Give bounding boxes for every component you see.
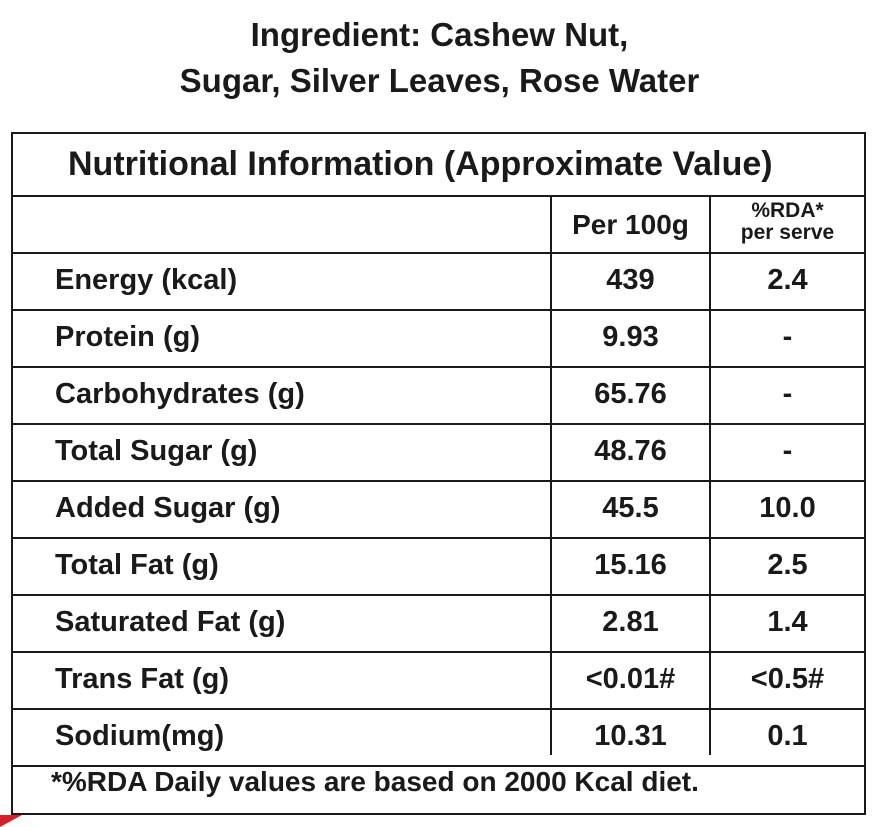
nutrient-name: Total Fat (g)	[55, 549, 219, 581]
table-row: Carbohydrates (g) 65.76 -	[13, 368, 864, 425]
ingredients-line-2: Sugar, Silver Leaves, Rose Water	[179, 62, 700, 99]
table-row: Total Sugar (g) 48.76 -	[13, 425, 864, 482]
rda-footnote: *%RDA Daily values are based on 2000 Kca…	[51, 766, 699, 797]
rda-value: 2.5	[767, 549, 808, 581]
nutrient-name: Total Sugar (g)	[55, 435, 258, 467]
rda-value: -	[782, 435, 793, 467]
table-row: Total Fat (g) 15.16 2.5	[13, 539, 864, 596]
per-100g-value: 9.93	[602, 321, 659, 353]
per-100g-value: <0.01#	[585, 663, 676, 695]
header-rda-label: %RDA*	[751, 199, 824, 222]
column-divider	[709, 197, 711, 755]
rda-value: 2.4	[767, 264, 808, 296]
nutrient-name: Sodium(mg)	[55, 720, 225, 752]
rda-value: <0.5#	[750, 663, 825, 695]
table-row: Protein (g) 9.93 -	[13, 311, 864, 368]
nutrient-name: Energy (kcal)	[55, 264, 238, 296]
rda-value: -	[782, 378, 793, 410]
nutrition-table-title: Nutritional Information (Approximate Val…	[13, 134, 864, 197]
corner-accent-shape	[0, 815, 22, 827]
nutrient-name: Added Sugar (g)	[55, 492, 281, 524]
per-100g-value: 48.76	[594, 435, 667, 467]
nutrient-name: Trans Fat (g)	[55, 663, 230, 695]
ingredients-line-1: Ingredient: Cashew Nut,	[250, 16, 629, 53]
per-100g-value: 45.5	[602, 492, 659, 524]
nutrient-name: Carbohydrates (g)	[55, 378, 305, 410]
header-per-100g: Per 100g	[572, 209, 689, 240]
column-divider	[550, 197, 552, 755]
rda-value: 0.1	[767, 720, 808, 752]
nutrition-table-header	[13, 197, 864, 254]
table-row: Energy (kcal) 439 2.4	[13, 254, 864, 311]
table-row: Trans Fat (g) <0.01# <0.5#	[13, 653, 864, 710]
nutrition-table: Nutritional Information (Approximate Val…	[11, 132, 866, 815]
header-rda-per-serve: %RDA* per serve	[711, 200, 864, 244]
table-row: Sodium(mg) 10.31 0.1	[13, 710, 864, 767]
ingredients-statement: Ingredient: Cashew Nut, Sugar, Silver Le…	[0, 12, 879, 104]
rda-value: 1.4	[767, 606, 808, 638]
rda-value: -	[782, 321, 793, 353]
rda-value: 10.0	[759, 492, 816, 524]
per-100g-value: 2.81	[602, 606, 659, 638]
per-100g-value: 15.16	[594, 549, 667, 581]
per-100g-value: 10.31	[594, 720, 667, 752]
nutrient-name: Protein (g)	[55, 321, 200, 353]
header-per-serve-label: per serve	[740, 221, 835, 244]
per-100g-value: 65.76	[594, 378, 667, 410]
nutrient-name: Saturated Fat (g)	[55, 606, 286, 638]
table-row: Added Sugar (g) 45.5 10.0	[13, 482, 864, 539]
table-row: Saturated Fat (g) 2.81 1.4	[13, 596, 864, 653]
per-100g-value: 439	[606, 264, 655, 296]
